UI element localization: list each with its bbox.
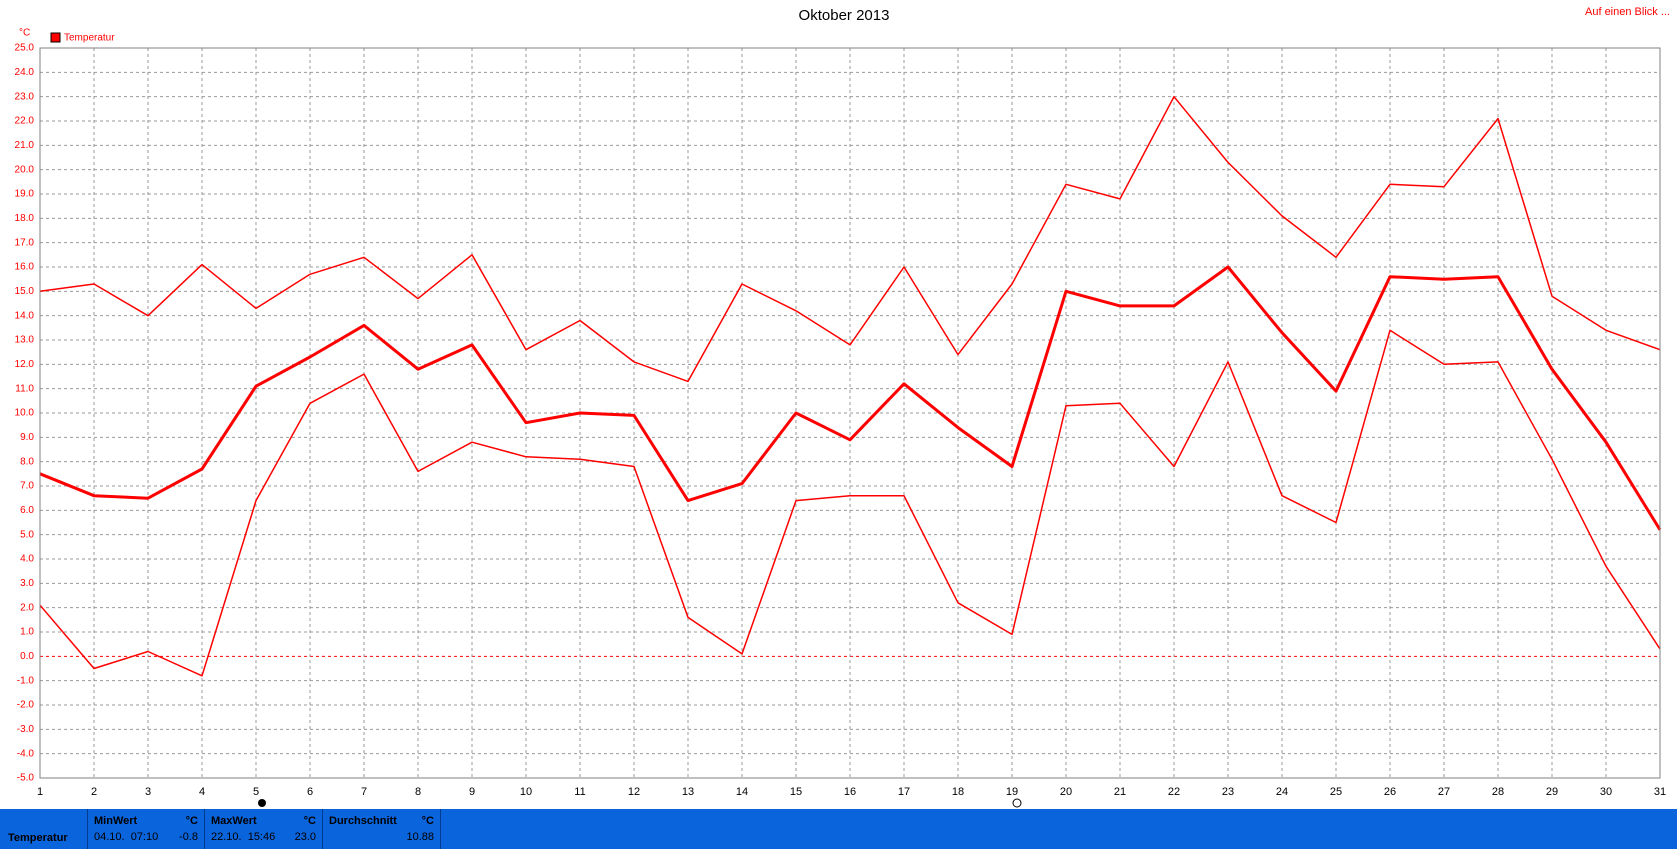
x-tick-label: 16 <box>844 786 856 798</box>
x-tick-label: 18 <box>952 786 964 798</box>
x-tick-label: 27 <box>1438 786 1450 798</box>
unit-label: °C <box>19 28 30 39</box>
y-tick-label: 2.0 <box>20 602 34 613</box>
x-tick-label: 7 <box>361 786 367 798</box>
y-tick-label: 9.0 <box>20 432 34 443</box>
y-tick-label: 20.0 <box>15 164 35 175</box>
moon-icon <box>258 799 266 807</box>
x-tick-label: 15 <box>790 786 802 798</box>
avg-value: 10.88 <box>406 831 434 843</box>
max-unit: °C <box>303 815 316 827</box>
min-cell: MinWert °C 04.10. 07:10 -0.8 <box>88 809 205 849</box>
y-tick-label: -4.0 <box>17 748 35 759</box>
y-tick-label: 23.0 <box>15 91 35 102</box>
x-tick-label: 1 <box>37 786 43 798</box>
x-tick-label: 14 <box>736 786 748 798</box>
x-tick-label: 26 <box>1384 786 1396 798</box>
y-tick-label: 25.0 <box>15 43 35 54</box>
y-tick-label: 11.0 <box>15 383 34 394</box>
moon-icon <box>1012 798 1022 808</box>
y-tick-label: 17.0 <box>15 237 35 248</box>
y-tick-label: 15.0 <box>15 286 35 297</box>
y-tick-label: 12.0 <box>15 359 35 370</box>
x-tick-label: 6 <box>307 786 313 798</box>
min-title: MinWert <box>94 815 138 827</box>
y-tick-label: 21.0 <box>15 140 35 151</box>
y-tick-label: 1.0 <box>20 627 34 638</box>
x-tick-label: 24 <box>1276 786 1288 798</box>
avg-title: Durchschnitt <box>329 815 397 827</box>
legend-label: Temperatur <box>64 33 115 44</box>
x-tick-label: 25 <box>1330 786 1342 798</box>
chart: Oktober 2013 Auf einen Blick ... °C Temp… <box>15 6 1670 808</box>
summary-bar: Temperatur MinWert °C 04.10. 07:10 -0.8 … <box>0 809 1677 849</box>
y-tick-label: 18.0 <box>15 213 35 224</box>
y-tick-label: 16.0 <box>15 262 35 273</box>
x-tick-label: 31 <box>1654 786 1666 798</box>
y-tick-label: 0.0 <box>20 651 34 662</box>
x-tick-label: 22 <box>1168 786 1180 798</box>
y-tick-label: 6.0 <box>20 505 34 516</box>
y-tick-label: -2.0 <box>17 700 35 711</box>
x-tick-label: 23 <box>1222 786 1234 798</box>
x-tick-label: 28 <box>1492 786 1504 798</box>
chart-title: Oktober 2013 <box>799 7 890 24</box>
x-tick-label: 10 <box>520 786 532 798</box>
min-time: 04.10. 07:10 <box>94 831 159 843</box>
x-tick-label: 12 <box>628 786 640 798</box>
x-tick-label: 4 <box>199 786 205 798</box>
y-tick-label: 8.0 <box>20 456 34 467</box>
avg-unit: °C <box>421 815 434 827</box>
y-tick-label: 4.0 <box>20 554 34 565</box>
y-tick-label: 24.0 <box>15 67 35 78</box>
min-unit: °C <box>185 815 198 827</box>
summary-label: Temperatur <box>8 832 68 844</box>
x-tick-label: 21 <box>1114 786 1126 798</box>
legend-swatch <box>50 32 61 43</box>
x-tick-label: 2 <box>91 786 97 798</box>
y-tick-label: -1.0 <box>17 675 35 686</box>
link[interactable]: Auf einen Blick ... <box>1585 6 1670 18</box>
avg-cell: Durchschnitt °C 10.88 <box>323 809 441 849</box>
max-title: MaxWert <box>211 815 257 827</box>
y-tick-label: -3.0 <box>17 724 35 735</box>
x-tick-label: 8 <box>415 786 421 798</box>
x-tick-label: 17 <box>898 786 910 798</box>
temperature-line <box>39 95 1661 383</box>
x-tick-label: 30 <box>1600 786 1612 798</box>
x-tick-label: 13 <box>682 786 694 798</box>
max-value: 23.0 <box>294 831 316 843</box>
y-tick-label: 5.0 <box>20 529 34 540</box>
x-tick-label: 5 <box>253 786 259 798</box>
y-tick-label: 7.0 <box>20 481 34 492</box>
max-cell: MaxWert °C 22.10. 15:46 23.0 <box>205 809 323 849</box>
x-tick-label: 19 <box>1006 786 1018 798</box>
y-tick-label: -5.0 <box>17 773 35 784</box>
x-tick-label: 29 <box>1546 786 1558 798</box>
y-tick-label: 19.0 <box>15 189 35 200</box>
y-tick-label: 22.0 <box>15 116 35 127</box>
y-tick-label: 10.0 <box>15 408 35 419</box>
summary-label-cell: Temperatur <box>0 809 88 849</box>
y-tick-label: 13.0 <box>15 335 35 346</box>
min-value: -0.8 <box>179 831 198 843</box>
x-tick-label: 3 <box>145 786 151 798</box>
temperature-line <box>39 329 1661 677</box>
max-time: 22.10. 15:46 <box>211 831 276 843</box>
x-tick-label: 9 <box>469 786 475 798</box>
plot-frame <box>39 47 1661 779</box>
y-tick-label: 3.0 <box>20 578 34 589</box>
y-tick-label: 14.0 <box>15 310 35 321</box>
x-tick-label: 11 <box>574 786 585 798</box>
temperature-line <box>39 265 1662 531</box>
x-tick-label: 20 <box>1060 786 1072 798</box>
